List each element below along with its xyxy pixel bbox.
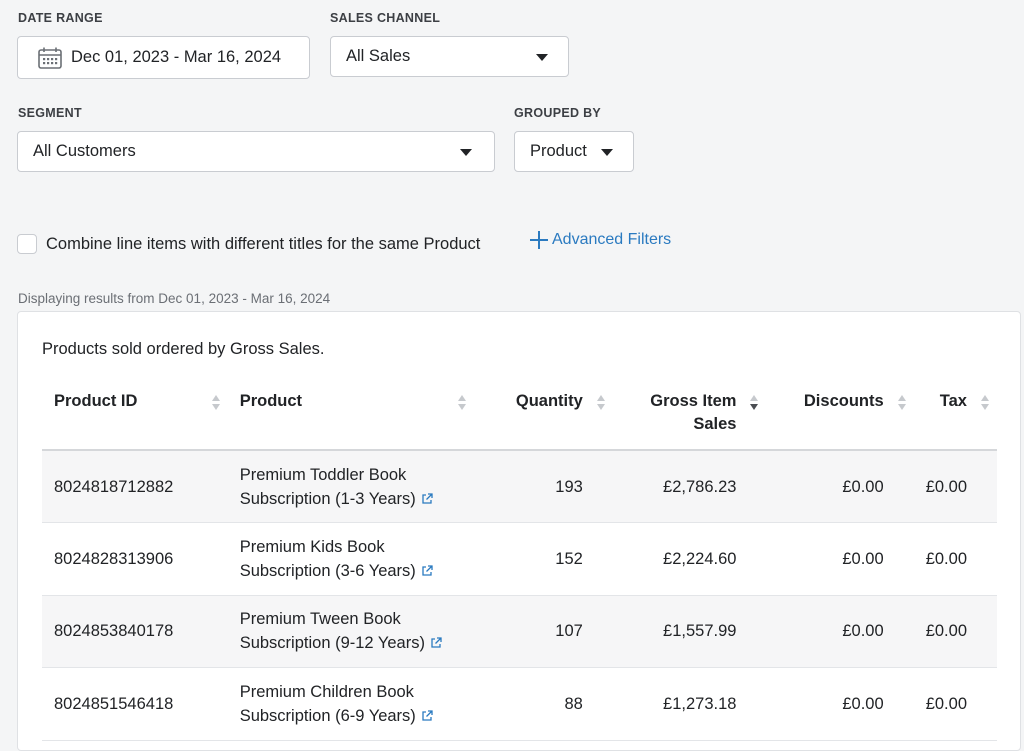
table-row: 8024818712882 Premium Toddler Book Subscr… <box>42 450 997 523</box>
discounts-cell: £0.00 <box>766 667 914 741</box>
product-name-link[interactable]: Premium Tween Book Subscription (9-12 Ye… <box>239 610 425 653</box>
tax-cell: £0.00 <box>913 667 997 741</box>
gross-sales-cell: £1,273.18 <box>612 667 767 741</box>
advanced-filters-link[interactable]: Advanced Filters <box>529 230 671 250</box>
discounts-cell: £0.00 <box>766 595 914 668</box>
product-name-link[interactable]: Premium Toddler Book Subscription (1-3 Y… <box>239 465 416 508</box>
discounts-cell: £0.00 <box>766 450 914 523</box>
product-cell: Premium Tween Book Subscription (9-12 Ye… <box>227 595 474 668</box>
column-header-discounts[interactable]: Discounts <box>766 376 914 451</box>
table-row: 8024853840178 Premium Tween Book Subscrip… <box>42 595 997 668</box>
column-header-label: Product <box>239 392 303 410</box>
grouped-by-value: Product <box>530 142 587 160</box>
quantity-cell: 152 <box>473 522 613 596</box>
product-id-cell: 8024851546418 <box>42 667 228 741</box>
column-header-label: Tax <box>939 392 967 410</box>
calendar-icon <box>38 47 62 69</box>
product-cell: Premium Kids Book Subscription (3-6 Year… <box>227 522 474 596</box>
sales-channel-select[interactable]: All Sales <box>330 36 569 77</box>
product-cell: Premium Children Book Subscription (6-9 … <box>227 667 474 741</box>
product-cell: Premium Toddler Book Subscription (1-3 Y… <box>227 450 474 523</box>
tax-cell: £0.00 <box>913 595 997 668</box>
sales-channel-label: SALES CHANNEL <box>330 11 441 25</box>
table-row: 8024828313906 Premium Kids Book Subscript… <box>42 522 997 596</box>
product-id-cell: 8024818712882 <box>42 450 228 523</box>
date-range-picker[interactable]: Dec 01, 2023 - Mar 16, 2024 <box>17 36 310 79</box>
product-name-link[interactable]: Premium Children Book Subscription (6-9 … <box>239 682 416 725</box>
column-header-product-id[interactable]: Product ID <box>42 376 228 451</box>
column-header-label: Discounts <box>803 392 884 410</box>
advanced-filters-label: Advanced Filters <box>552 231 672 248</box>
quantity-cell: 193 <box>473 450 613 523</box>
results-caption: Displaying results from Dec 01, 2023 - M… <box>18 291 331 306</box>
tax-cell: £0.00 <box>913 522 997 596</box>
date-range-label: DATE RANGE <box>18 11 103 25</box>
external-link-icon[interactable] <box>425 634 442 652</box>
table-row: 8024851546418 Premium Children Book Subsc… <box>42 667 997 741</box>
grouped-by-label: GROUPED BY <box>514 106 602 120</box>
tax-cell: £0.00 <box>913 450 997 523</box>
sort-icon <box>457 395 466 415</box>
gross-sales-cell: £1,557.99 <box>612 595 767 668</box>
column-header-tax[interactable]: Tax <box>913 376 997 451</box>
column-header-label: Gross Item Sales <box>650 392 737 433</box>
external-link-icon[interactable] <box>416 562 433 580</box>
chevron-down-icon <box>536 53 548 61</box>
combine-line-items-checkbox[interactable] <box>17 234 37 254</box>
column-header-quantity[interactable]: Quantity <box>473 376 613 451</box>
segment-value: All Customers <box>33 142 136 160</box>
segment-label: SEGMENT <box>18 106 82 120</box>
quantity-cell: 107 <box>473 595 613 668</box>
product-id-cell: 8024828313906 <box>42 522 228 596</box>
date-range-value: Dec 01, 2023 - Mar 16, 2024 <box>71 48 282 66</box>
product-id-cell: 8024853840178 <box>42 595 228 668</box>
sales-channel-value: All Sales <box>346 47 411 65</box>
products-table: Product ID Product Quantity Gross Item S… <box>42 376 997 741</box>
gross-sales-cell: £2,786.23 <box>612 450 767 523</box>
column-header-product[interactable]: Product <box>227 376 474 451</box>
sort-icon <box>596 395 605 415</box>
discounts-cell: £0.00 <box>766 522 914 596</box>
sort-icon <box>981 395 989 415</box>
quantity-cell: 88 <box>473 667 613 741</box>
external-link-icon[interactable] <box>416 707 433 725</box>
plus-icon <box>529 230 549 250</box>
sort-descending-icon <box>750 395 759 415</box>
sort-icon <box>211 395 220 415</box>
gross-sales-cell: £2,224.60 <box>612 522 767 596</box>
column-header-label: Quantity <box>515 392 583 410</box>
sort-icon <box>897 395 906 415</box>
table-description: Products sold ordered by Gross Sales. <box>42 340 325 358</box>
segment-select[interactable]: All Customers <box>17 131 495 172</box>
results-panel: Products sold ordered by Gross Sales. Pr… <box>17 311 1021 751</box>
product-name-link[interactable]: Premium Kids Book Subscription (3-6 Year… <box>239 537 416 580</box>
combine-line-items-label[interactable]: Combine line items with different titles… <box>46 235 481 253</box>
column-header-label: Product ID <box>54 392 138 410</box>
grouped-by-select[interactable]: Product <box>514 131 634 172</box>
chevron-down-icon <box>601 148 613 156</box>
chevron-down-icon <box>460 148 472 156</box>
external-link-icon[interactable] <box>416 490 433 508</box>
column-header-gross-item-sales[interactable]: Gross Item Sales <box>612 376 767 451</box>
